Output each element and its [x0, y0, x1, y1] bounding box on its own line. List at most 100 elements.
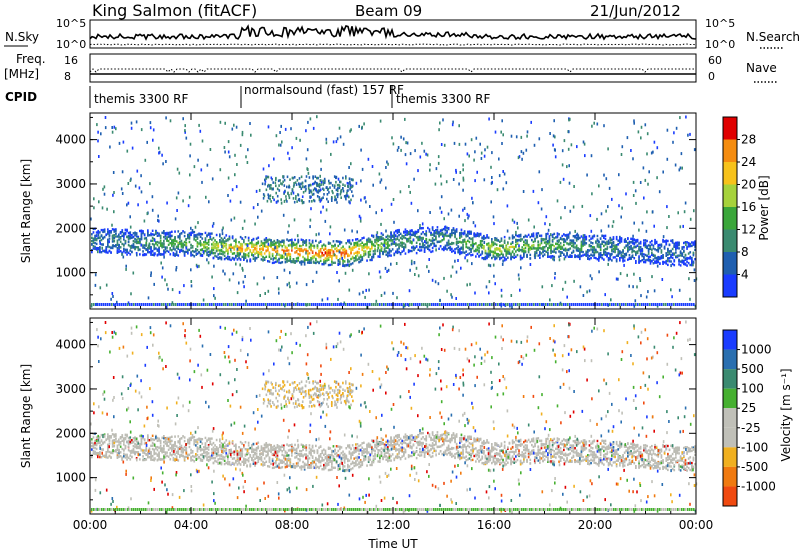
power-cell [566, 235, 568, 238]
power-cell [470, 138, 473, 142]
power-cell [287, 252, 290, 255]
power-cell [615, 277, 618, 281]
power-cell [396, 231, 399, 235]
power-cell [335, 240, 338, 243]
power-cell [151, 229, 154, 232]
power-cell [253, 303, 255, 306]
power-cell [431, 278, 434, 282]
power-cell [414, 246, 416, 250]
power-cell [116, 235, 119, 238]
power-cell [326, 249, 328, 252]
power-cell [107, 238, 109, 241]
power-cell [231, 188, 234, 192]
velocity-cell [121, 435, 124, 439]
power-cell [267, 193, 269, 196]
power-cell [580, 245, 583, 248]
power-cell [673, 131, 675, 135]
power-cell [638, 245, 640, 249]
power-cell [381, 208, 383, 212]
power-cell [198, 264, 200, 268]
power-cell [655, 241, 658, 244]
power-cell [547, 251, 549, 254]
power-cell [267, 247, 269, 250]
power-cell [353, 243, 356, 246]
power-cell [95, 246, 98, 250]
velocity-cell [134, 443, 136, 446]
velocity-cell [134, 445, 136, 449]
power-cell [596, 243, 599, 246]
power-cell [233, 252, 236, 255]
power-cell [124, 232, 127, 236]
velocity-cell [147, 439, 149, 442]
power-cell [412, 233, 415, 237]
power-cell [353, 246, 356, 249]
power-cell [671, 247, 674, 251]
power-cell [563, 243, 565, 247]
velocity-cell [129, 458, 132, 461]
power-cell [622, 260, 624, 263]
power-cell [531, 234, 533, 238]
power-cell [590, 253, 592, 256]
power-cell [317, 303, 319, 306]
power-cell [235, 256, 237, 259]
power-cell [435, 229, 437, 232]
power-cell [143, 234, 146, 237]
power-cell [211, 249, 213, 252]
power-cell [323, 254, 325, 257]
power-cell [103, 192, 106, 196]
power-cell [651, 303, 653, 306]
power-cell [119, 250, 122, 253]
power-cell [99, 303, 101, 306]
power-cell [494, 256, 496, 259]
power-cell [647, 303, 649, 306]
power-cell [335, 255, 338, 258]
power-cell [619, 239, 621, 242]
power-cell [615, 246, 618, 250]
power-cell [195, 248, 197, 251]
power-cell [444, 247, 447, 250]
power-cell [684, 254, 687, 257]
power-cell [633, 303, 635, 306]
velocity-cell [107, 456, 109, 459]
power-cell [427, 303, 429, 306]
power-cell [251, 245, 253, 249]
power-cell [171, 239, 173, 242]
power-cell [193, 255, 196, 258]
power-cell [94, 234, 96, 238]
power-cell [286, 175, 289, 179]
power-cell [342, 245, 344, 248]
velocity-cell [164, 456, 167, 459]
power-cell [351, 248, 354, 251]
power-cell [532, 244, 535, 247]
power-cell [105, 248, 108, 251]
power-cell [247, 252, 250, 255]
power-cell [657, 256, 659, 260]
power-y-tick-label: 1000 [55, 266, 86, 280]
power-cell [679, 254, 682, 257]
velocity-cell [107, 448, 109, 451]
power-cell [521, 249, 524, 252]
power-cell [491, 176, 493, 179]
power-cell [631, 240, 634, 243]
power-cell [476, 245, 479, 248]
power-cell [204, 238, 207, 242]
power-cell [92, 231, 95, 234]
power-cell [643, 242, 645, 245]
power-cell [672, 140, 674, 144]
power-cell [694, 245, 696, 248]
power-cell [147, 246, 149, 250]
power-cell [385, 242, 388, 245]
power-cell [577, 303, 579, 306]
power-cell [547, 255, 549, 258]
power-cell [662, 238, 664, 242]
power-cell [176, 167, 179, 171]
power-cell [288, 196, 291, 200]
velocity-cell [161, 450, 164, 454]
power-cell [398, 247, 400, 250]
power-cell [518, 235, 520, 238]
power-cell [150, 246, 152, 249]
date-label: 21/Jun/2012 [590, 2, 681, 20]
power-cell [265, 255, 268, 258]
power-cell [383, 238, 386, 241]
velocity-cell [142, 436, 144, 440]
